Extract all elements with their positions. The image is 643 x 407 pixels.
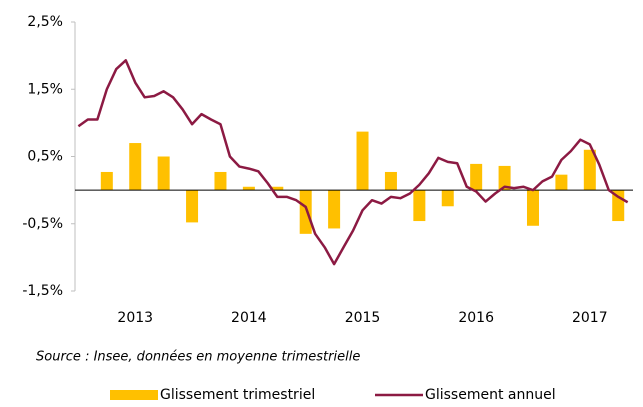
bar	[356, 131, 369, 191]
bar	[498, 165, 511, 191]
bar	[214, 171, 227, 191]
bar	[186, 190, 199, 223]
bar	[583, 149, 596, 191]
y-tick-label: 0,5%	[27, 149, 63, 165]
x-tick-label: 2015	[345, 310, 381, 326]
x-tick-label: 2013	[117, 310, 153, 326]
bar	[328, 190, 341, 229]
source-note: Source : Insee, données en moyenne trime…	[36, 350, 360, 365]
bar	[242, 186, 255, 191]
bar	[271, 186, 284, 191]
line	[77, 59, 629, 266]
y-tick-label: 2,5%	[27, 14, 63, 30]
legend-label: Glissement trimestriel	[160, 387, 315, 403]
legend-label: Glissement annuel	[425, 387, 556, 403]
y-tick-label: -1,5%	[22, 283, 63, 299]
bar	[299, 190, 312, 234]
bar	[555, 174, 568, 191]
y-tick-label: -0,5%	[22, 216, 63, 232]
bar	[100, 171, 113, 191]
bar	[413, 190, 426, 222]
bar	[470, 163, 483, 191]
x-tick-label: 2017	[572, 310, 608, 326]
bar	[157, 156, 170, 191]
y-tick-label: 1,5%	[27, 81, 63, 97]
bar	[526, 190, 539, 226]
bar	[384, 171, 397, 191]
bar	[441, 190, 454, 207]
bar	[129, 143, 142, 191]
x-tick-label: 2016	[458, 310, 494, 326]
legend-swatch	[110, 390, 158, 400]
x-tick-label: 2014	[231, 310, 267, 326]
